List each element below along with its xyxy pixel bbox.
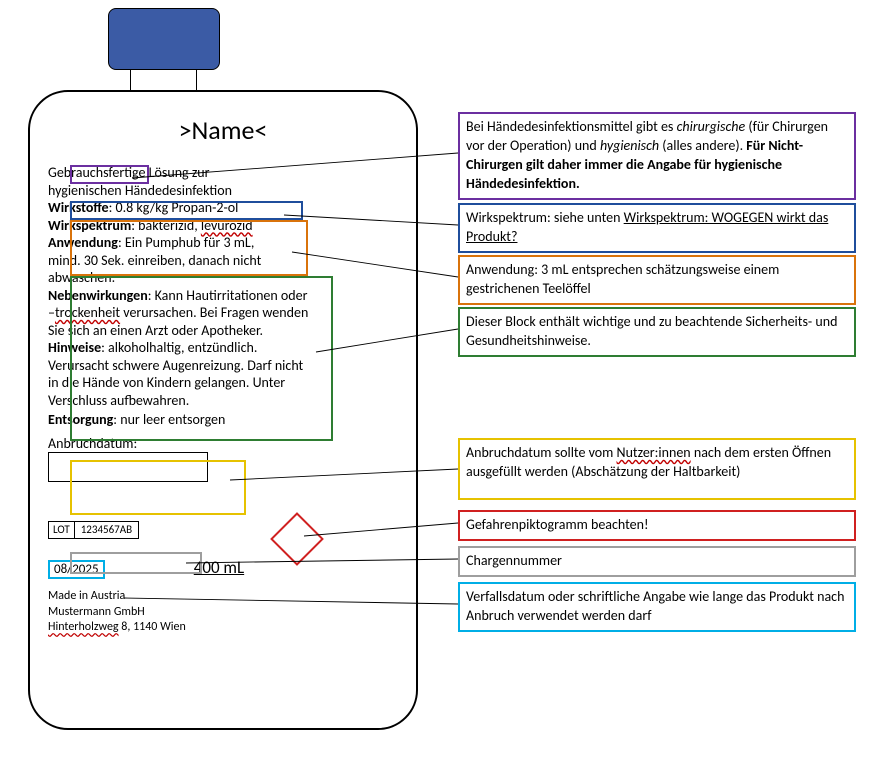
callout-hazard: Gefahrenpiktogramm beachten! — [458, 510, 856, 541]
intro-line-1: Gebrauchsfertige Lösung zur — [48, 164, 398, 182]
co-hyg-i1: chirurgische — [677, 118, 746, 135]
addr-rest: 8, 1140 Wien — [119, 620, 186, 634]
intro-hygienisch: hygienischen — [48, 182, 122, 199]
anbruchdatum-field[interactable] — [48, 452, 208, 482]
anbruchdatum-label: Anbruchdatum: — [48, 435, 398, 453]
callout-hygienisch: Bei Händedesinfektionsmittel gibt es chi… — [458, 112, 856, 200]
co-hyg-i2: hygienisch — [600, 137, 659, 154]
entsorgung-line: Entsorgung: nur leer entsorgen — [48, 411, 398, 429]
anbruchdatum-section: Anbruchdatum: — [48, 435, 398, 487]
anwendung-label: Anwendung — [48, 234, 118, 251]
bottle-neck-right — [196, 70, 197, 92]
anwendung-block: Anwendung: Ein Pumphub für 3 mL, mind. 3… — [48, 234, 286, 287]
co-hyg-a: Bei Händedesinfektionsmittel gibt es — [466, 118, 677, 135]
intro-haendedesinfektion: Händedesinfektion — [122, 182, 232, 199]
product-name-title: >Name< — [48, 114, 398, 146]
wirkspektrum-value: : bakterizid, — [131, 217, 201, 234]
callout-wirkspektrum: Wirkspektrum: siehe unten Wirkspektrum: … — [458, 203, 856, 253]
nebenwirkungen-trockenheit: trockenheit — [55, 304, 120, 321]
expiry-volume-row: 08/2025 400 mL — [48, 557, 398, 579]
entsorgung-label: Entsorgung — [48, 411, 113, 428]
co-hyg-c: (alles andere). — [659, 137, 746, 154]
wirkspektrum-label: Wirkspektrum — [48, 217, 131, 234]
hinweise-block: Hinweise: alkoholhaltig, entzündlich. Ve… — [48, 339, 310, 409]
callout-anwendung: Anwendung: 3 mL entsprechen schätzungswe… — [458, 255, 856, 305]
callout-expiry: Verfallsdatum oder schriftliche Angabe w… — [458, 582, 856, 632]
intro-line-2: hygienischen Händedesinfektion — [48, 182, 398, 200]
manufacturer-footer: Made in Austria Mustermann GmbH Hinterho… — [48, 589, 398, 636]
wirkspektrum-line: Wirkspektrum: bakterizid, levurozid — [48, 217, 398, 235]
callout-safety: Dieser Block enthält wichtige und zu bea… — [458, 307, 856, 357]
nebenwirkungen-label: Nebenwirkungen — [48, 287, 148, 304]
addr-street: Hinterholzweg — [48, 620, 119, 634]
company-address: Hinterholzweg 8, 1140 Wien — [48, 620, 398, 636]
bottle-outline: >Name< Gebrauchsfertige Lösung zur hygie… — [28, 90, 418, 730]
lot-section: LOT1234567AB — [48, 520, 398, 539]
lot-value: 1234567AB — [75, 521, 139, 539]
wirkstoffe-label: Wirkstoffe — [48, 199, 109, 216]
diagram-canvas: >Name< Gebrauchsfertige Lösung zur hygie… — [0, 0, 877, 757]
lot-label: LOT — [48, 521, 75, 539]
wirkstoffe-value: : 0.8 kg/kg Propan-2-ol — [109, 199, 239, 216]
entsorgung-value: : nur leer entsorgen — [113, 411, 225, 428]
co-ws-a: Wirkspektrum: siehe unten — [466, 209, 624, 226]
bottle-label-area: >Name< Gebrauchsfertige Lösung zur hygie… — [30, 92, 416, 728]
co-anbruch-a: Anbruchdatum sollte vom — [466, 444, 617, 461]
wirkspektrum-levurozid: levurozid — [201, 217, 253, 234]
made-in: Made in Austria — [48, 589, 398, 605]
callout-lot: Chargennummer — [458, 546, 856, 577]
hinweise-label: Hinweise — [48, 339, 101, 356]
bottle-neck-left — [130, 70, 131, 92]
company-name: Mustermann GmbH — [48, 605, 398, 621]
nebenwirkungen-block: Nebenwirkungen: Kann Hautirritationen od… — [48, 287, 310, 340]
co-anbruch-w: Nutzer:innen — [617, 444, 691, 461]
bottle-cap — [108, 8, 220, 70]
callout-anbruchdatum: Anbruchdatum sollte vom Nutzer:innen nac… — [458, 438, 856, 500]
volume: 400 mL — [194, 557, 244, 578]
expiry-date: 08/2025 — [48, 560, 105, 579]
wirkstoffe-line: Wirkstoffe: 0.8 kg/kg Propan-2-ol — [48, 199, 398, 217]
